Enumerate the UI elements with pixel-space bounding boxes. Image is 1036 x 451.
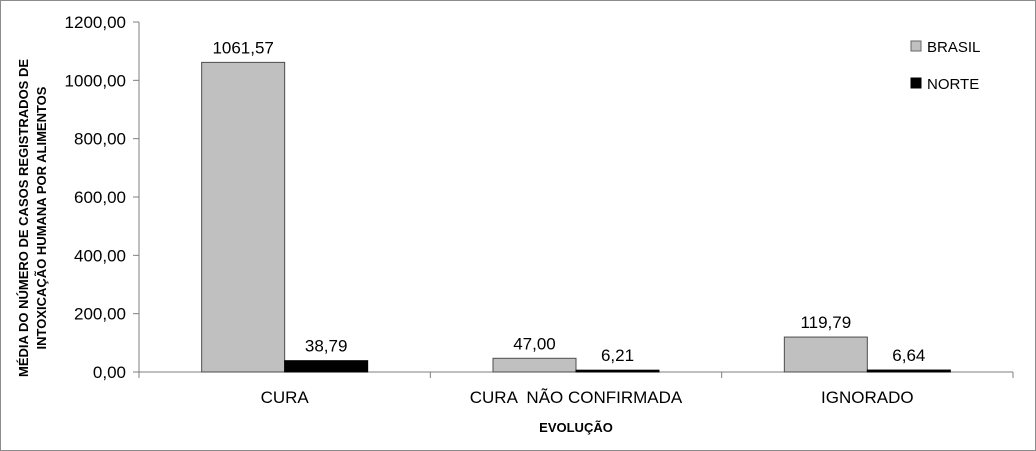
y-axis-title-group: MÉDIA DO NÚMERO DE CASOS REGISTRADOS DE I…: [16, 59, 49, 377]
bar-brasil: [201, 61, 286, 373]
x-category-label: IGNORADO: [821, 388, 914, 407]
bar-norte: [284, 360, 369, 373]
legend-label-brasil: BRASIL: [927, 39, 980, 56]
data-label-brasil: 1061,57: [212, 38, 273, 57]
x-category-label: CURA: [261, 388, 310, 407]
x-category-label: CURA NÃO CONFIRMADA: [470, 388, 683, 407]
legend-swatch-brasil: [910, 40, 922, 52]
y-tick-label: 600,00: [74, 188, 126, 207]
y-axis-title-line: INTOXICAÇÃO HUMANA POR ALIMENTOS: [34, 86, 49, 349]
legend: BRASIL NORTE: [910, 39, 980, 93]
y-tick-label: 0,00: [93, 363, 126, 382]
data-labels-group: 1061,57 38,79 47,00 6,21 119,79 6,64: [212, 38, 925, 365]
y-axis-title-line: MÉDIA DO NÚMERO DE CASOS REGISTRADOS DE: [16, 59, 31, 377]
y-tick-label: 400,00: [74, 246, 126, 265]
bar-norte: [866, 369, 951, 373]
data-label-norte: 38,79: [305, 337, 348, 356]
y-tick-label: 800,00: [74, 130, 126, 149]
bar-brasil: [783, 336, 868, 373]
y-tick-label: 1000,00: [65, 71, 126, 90]
bar-norte: [575, 369, 660, 373]
bars-group: [201, 61, 951, 373]
data-label-norte: 6,21: [601, 346, 634, 365]
data-label-brasil: 47,00: [513, 334, 556, 353]
legend-swatch-norte: [910, 77, 922, 89]
y-tick-label: 200,00: [74, 305, 126, 324]
axes-group: 0,00 200,00 400,00 600,00 800,00 1000,00 1200,…: [65, 13, 1014, 407]
data-label-norte: 6,64: [892, 346, 925, 365]
data-label-brasil: 119,79: [800, 313, 851, 332]
bar-brasil: [492, 357, 577, 373]
x-axis-title: EVOLUÇÃO: [539, 420, 613, 435]
y-axis-title: MÉDIA DO NÚMERO DE CASOS REGISTRADOS DE I…: [16, 59, 49, 377]
y-tick-label: 1200,00: [65, 13, 126, 32]
legend-label-norte: NORTE: [927, 76, 979, 93]
